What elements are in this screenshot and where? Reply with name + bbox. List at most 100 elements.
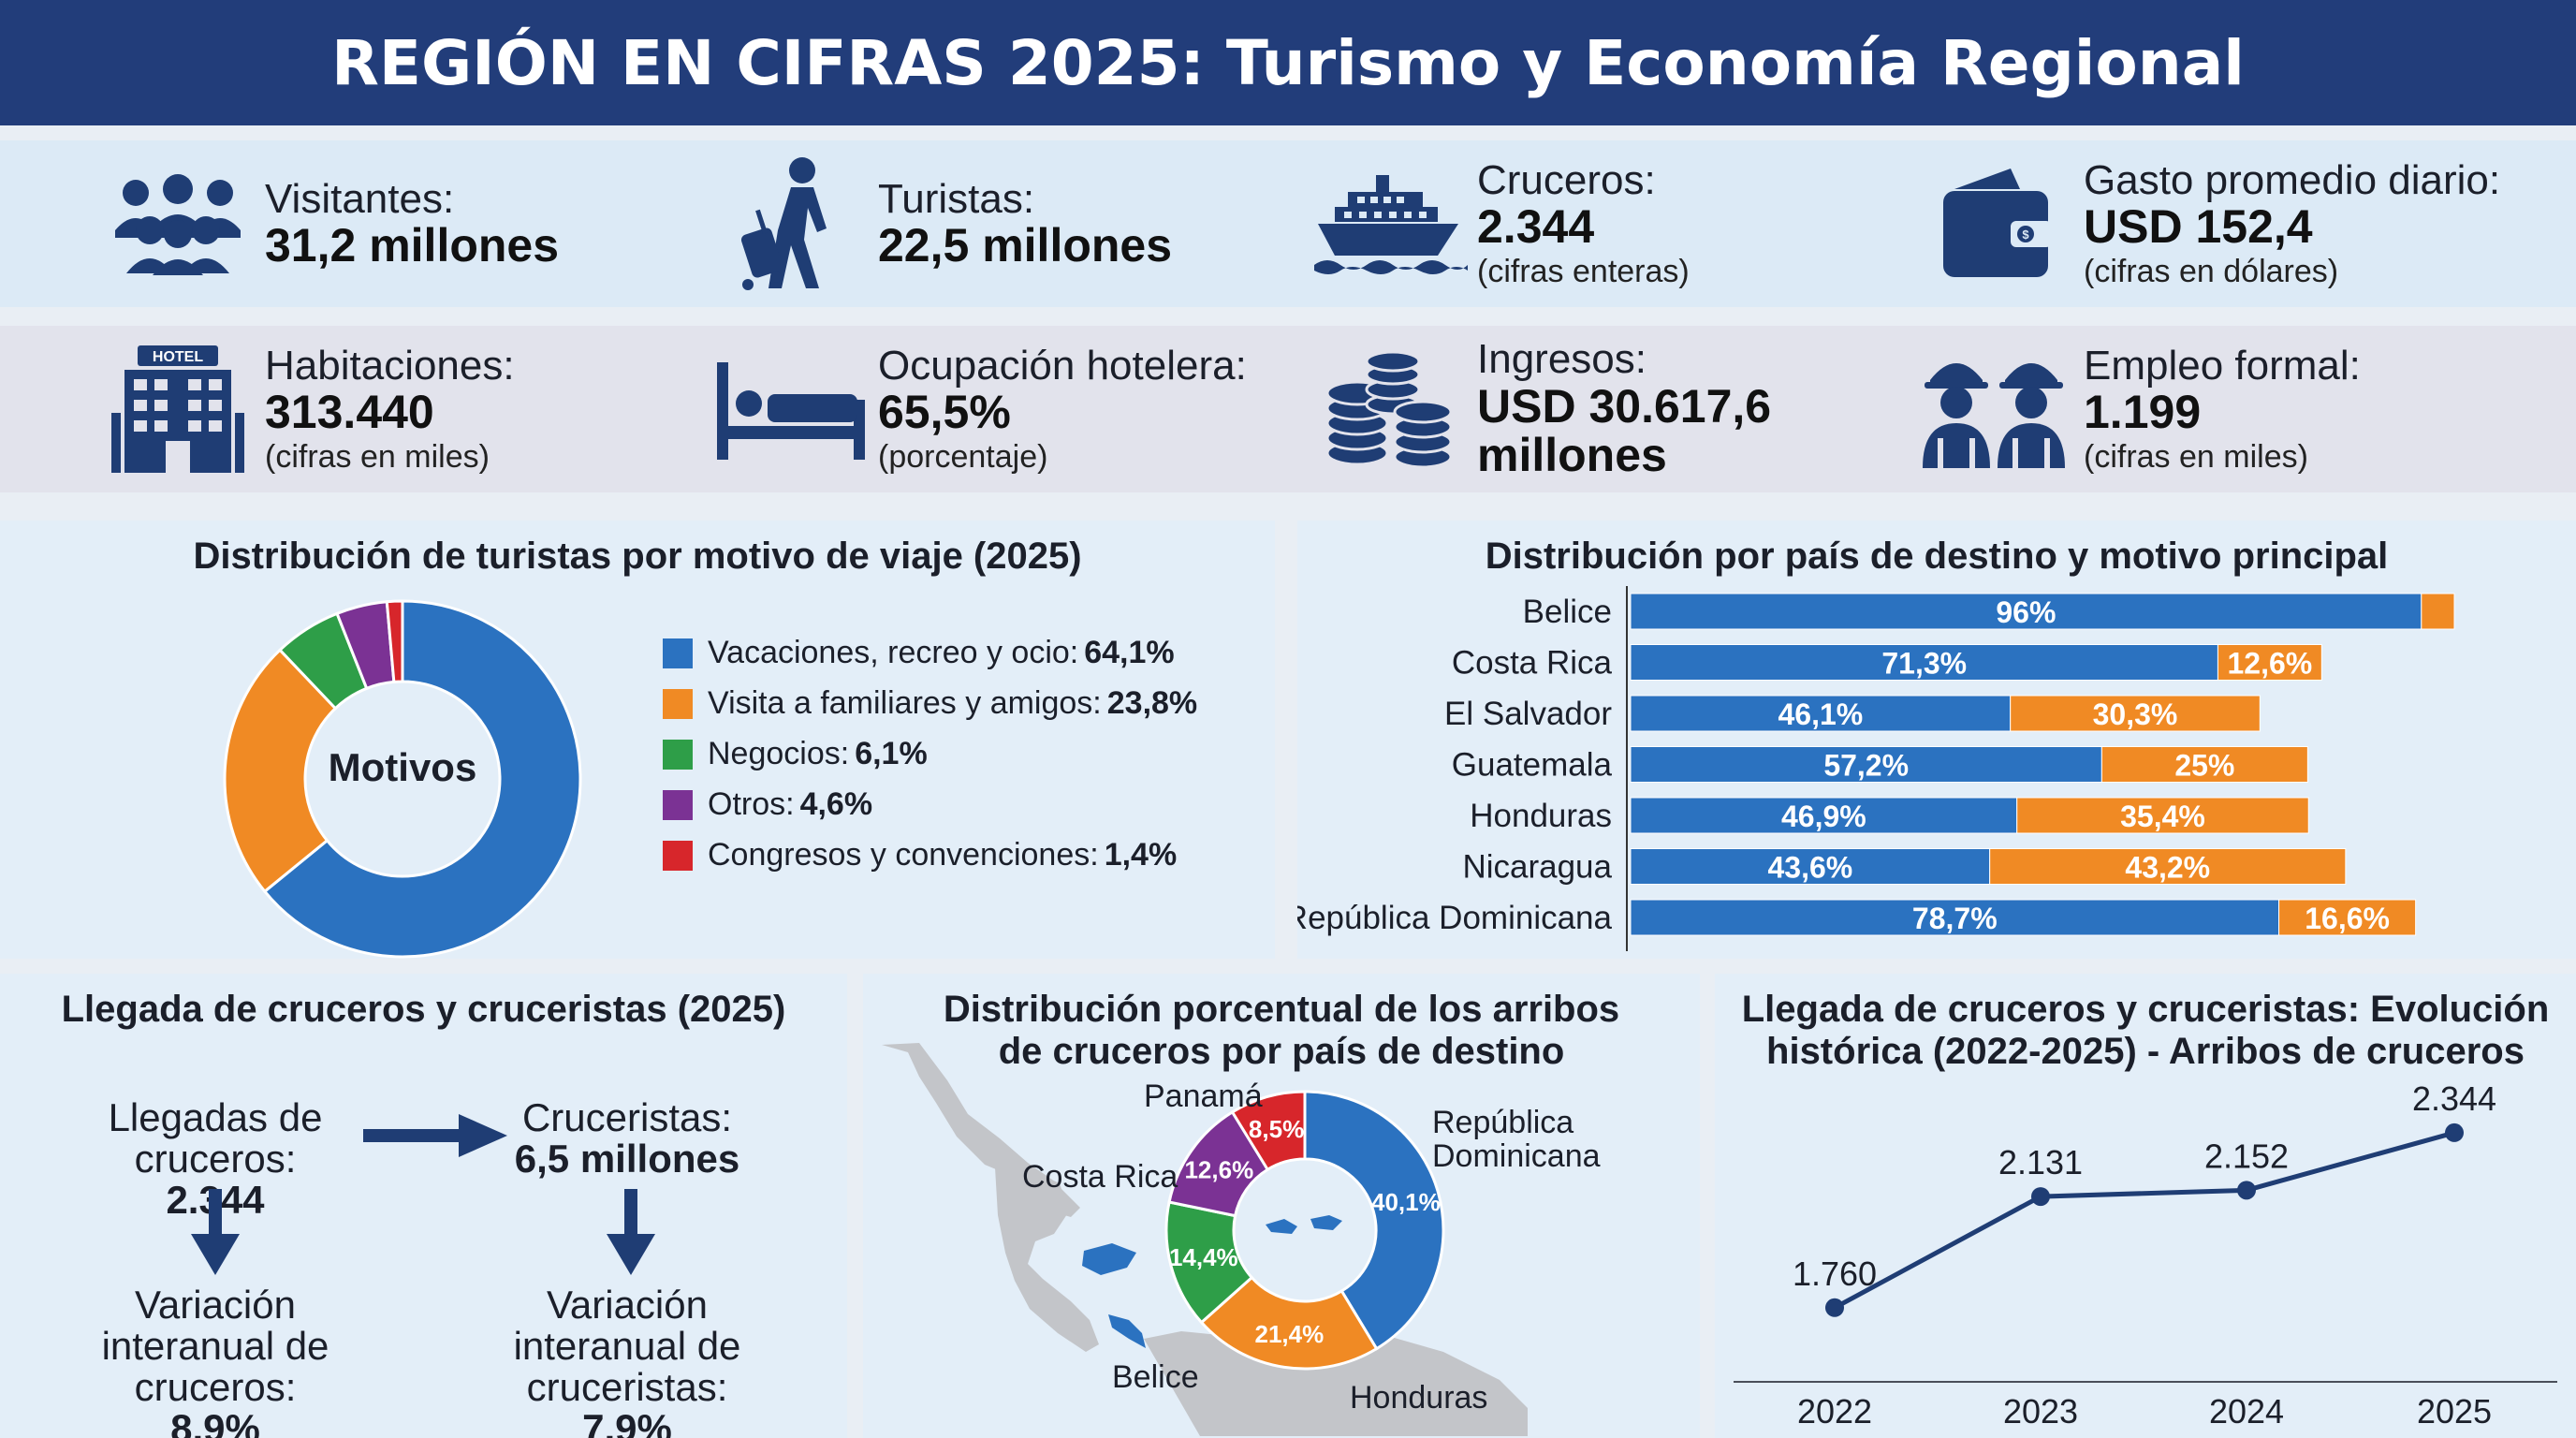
bar-value-label: 78,7%	[1912, 902, 1998, 935]
bar-segment	[2278, 899, 2417, 936]
donut-value-label: 12,6%	[1184, 1156, 1253, 1184]
donut-hole	[1236, 1161, 1374, 1299]
kpi-label: Ingresos:	[1477, 336, 1647, 383]
legend-label: Vacaciones, recreo y ocio:	[708, 635, 1079, 670]
kpi-value: USD 30.617,6 millones	[1477, 379, 1772, 482]
page-title: REGIÓN EN CIFRAS 2025: Turismo y Economí…	[0, 0, 2576, 125]
bar-segment	[2010, 695, 2261, 732]
legend-value: 64,1%	[1084, 635, 1175, 670]
kpi-value: 65,5%	[878, 386, 1011, 438]
callout-rd-line2: Dominicana	[1432, 1137, 1601, 1174]
kpi-note: (cifras en miles)	[2084, 438, 2308, 475]
map-title-line2: de cruceros por país de destino	[998, 1030, 1565, 1072]
kpi-note: (cifras en miles)	[265, 438, 490, 475]
kpi-label: Ocupación hotelera:	[878, 342, 1247, 389]
kpi-cruceros: Cruceros: 2.344 (cifras enteras)	[1310, 140, 1690, 307]
kpi-gasto: $ Gasto promedio diario: USD 152,4 (cifr…	[1917, 140, 2500, 307]
bar-value-label: 46,1%	[1778, 697, 1863, 731]
landmass-shape	[882, 1043, 1528, 1436]
passengers-label: Cruceristas:	[521, 1095, 733, 1139]
bar-segment	[1989, 848, 2347, 885]
down-arrow-icon	[191, 1189, 240, 1275]
donut-value-label: 40,1%	[1371, 1188, 1441, 1216]
legend-swatch	[663, 840, 693, 871]
bed-icon	[711, 339, 871, 479]
line-series	[1833, 1130, 2455, 1311]
bar-value-label: 43,2%	[2125, 851, 2210, 885]
callout-panama: Panamá	[1144, 1078, 1263, 1114]
kpi-note: (cifras enteras)	[1477, 253, 1690, 289]
bar-category-label: El Salvador	[1444, 696, 1612, 732]
donut-slice	[1230, 1090, 1307, 1172]
x-tick-label: 2025	[2417, 1392, 2492, 1431]
legend-value: 1,4%	[1104, 837, 1178, 873]
passengers-box: Cruceristas: 6,5 millones	[468, 1095, 786, 1181]
kpi-note: (porcentaje)	[878, 438, 1048, 475]
bar-segment	[1630, 899, 2280, 936]
bar-value-label: 12,6%	[2228, 647, 2313, 681]
var-cruises-label: Variación interanual de cruceros:	[101, 1283, 329, 1410]
legend-value: 6,1%	[855, 736, 928, 771]
callout-rd-line1: República	[1432, 1105, 1574, 1140]
legend-label: Visita a familiares y amigos:	[708, 685, 1102, 721]
kpi-value: 1.199	[2084, 386, 2202, 438]
bar-value-label: 71,3%	[1881, 647, 1967, 681]
motives-donut-chart	[223, 599, 582, 959]
bar-value-label: 43,6%	[1767, 851, 1852, 885]
kpi-band-top	[0, 140, 2576, 307]
line-point	[2445, 1123, 2464, 1142]
kpi-value: USD 152,4	[2084, 200, 2313, 253]
var-cruises-box: Variación interanual de cruceros: 8,9%	[28, 1284, 402, 1438]
x-tick-label: 2023	[2003, 1392, 2078, 1431]
passengers-value: 6,5 millones	[514, 1137, 740, 1181]
line-point	[1825, 1298, 1844, 1317]
donut-value-label: 14,4%	[1169, 1243, 1238, 1271]
line-title-line1: Llegada de cruceros y cruceristas: Evolu…	[1741, 989, 2550, 1030]
donut-slice	[1199, 1275, 1379, 1371]
callout-belice: Belice	[1112, 1359, 1199, 1395]
kpi-label: Cruceros:	[1477, 156, 1656, 203]
donut-center-label: Motivos	[328, 745, 477, 789]
traveler-suitcase-icon	[711, 154, 871, 294]
kpi-label: Visitantes:	[265, 175, 455, 222]
kpi-value: 22,5 millones	[878, 218, 1173, 271]
line-panel: Llegada de cruceros y cruceristas: Evolu…	[1715, 974, 2576, 1438]
donut-slice	[262, 599, 582, 959]
arrivals-label: Llegadas de cruceros:	[108, 1095, 323, 1181]
callout-costa-rica: Costa Rica	[1022, 1159, 1178, 1195]
cruise-ship-icon	[1310, 154, 1470, 294]
cruise-destination-map: 40,1% 21,4% 14,4% 12,6% 8,5%	[882, 1043, 1528, 1436]
x-tick-label: 2022	[1797, 1392, 1872, 1431]
hotel-badge-text: HOTEL	[153, 349, 203, 365]
bar-segment	[1630, 644, 2218, 681]
kpi-label: Empleo formal:	[2084, 342, 2361, 389]
line-value-label: 2.152	[2204, 1137, 2289, 1175]
bar-segment	[2100, 746, 2308, 783]
var-passengers-box: Variación interanual de cruceristas: 7,9…	[440, 1284, 814, 1438]
legend-label: Otros:	[708, 786, 795, 822]
var-cruises-value: 8,9%	[170, 1406, 260, 1438]
line-value-label: 2.344	[2412, 1079, 2496, 1118]
legend-item: Otros: 4,6%	[663, 786, 872, 823]
bar-segment	[1630, 797, 2018, 834]
bar-category-label: Belice	[1523, 594, 1612, 630]
bar-value-label: 25%	[2174, 749, 2234, 783]
line-panel-title: Llegada de cruceros y cruceristas: Evolu…	[1715, 989, 2576, 1073]
bar-panel: Distribución por país de destino y motiv…	[1297, 521, 2576, 959]
down-arrow-icon	[607, 1189, 655, 1275]
bar-segment	[1630, 695, 2012, 732]
bar-value-label: 35,4%	[2120, 800, 2205, 833]
bar-value-label: 30,3%	[2093, 697, 2178, 731]
bar-category-label: Nicaragua	[1462, 849, 1612, 886]
map-panel-title: Distribución porcentual de los arribos d…	[863, 989, 1700, 1073]
kpi-label: Gasto promedio diario:	[2084, 156, 2501, 203]
legend-label: Negocios:	[708, 736, 850, 771]
bar-category-label: República Dominicana	[1297, 900, 1613, 936]
legend-item: Congresos y convenciones: 1,4%	[663, 837, 1177, 873]
legend-item: Visita a familiares y amigos: 23,8%	[663, 685, 1197, 722]
bar-segment	[2421, 593, 2455, 630]
legend-item: Negocios: 6,1%	[663, 736, 928, 772]
bar-value-label: 96%	[1996, 595, 2056, 629]
bar-segment	[2016, 797, 2309, 834]
legend-value: 23,8%	[1106, 685, 1198, 721]
